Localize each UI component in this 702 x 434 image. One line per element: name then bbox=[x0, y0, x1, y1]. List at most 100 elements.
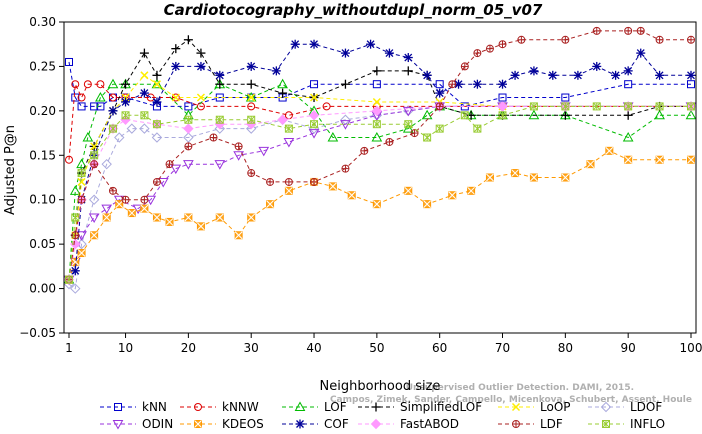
data-point-inflo bbox=[215, 115, 224, 124]
data-point-ldof bbox=[245, 123, 257, 134]
data-point-kdeos bbox=[165, 217, 174, 226]
data-point-ldf bbox=[636, 26, 645, 35]
data-point-simplifiedlof bbox=[623, 110, 633, 120]
y-tick-label: 0.00 bbox=[29, 282, 56, 296]
data-point-fastabod bbox=[308, 110, 320, 121]
legend-marker bbox=[294, 401, 306, 411]
y-tick-label: 0.30 bbox=[29, 15, 56, 29]
data-point-fastabod bbox=[497, 101, 508, 112]
data-point-ldf bbox=[460, 62, 469, 71]
data-point-lof bbox=[421, 109, 433, 120]
data-point-odin bbox=[214, 160, 226, 170]
legend-label: KDEOS bbox=[222, 417, 264, 431]
data-point-ldf bbox=[435, 102, 444, 111]
data-point-inflo bbox=[423, 133, 432, 142]
data-point-inflo bbox=[624, 102, 633, 111]
data-point-simplifiedlof bbox=[278, 88, 288, 98]
data-point-ldf bbox=[473, 49, 482, 58]
y-tick-label: 0.10 bbox=[29, 193, 56, 207]
data-point-simplifiedlof bbox=[152, 70, 162, 80]
data-point-ldof bbox=[139, 123, 150, 134]
data-point-kdeos bbox=[247, 213, 256, 222]
data-point-knnw bbox=[65, 155, 73, 164]
data-point-kdeos bbox=[511, 169, 520, 178]
data-point-cof bbox=[548, 70, 558, 80]
data-point-kdeos bbox=[372, 200, 381, 209]
data-point-cof bbox=[309, 39, 319, 49]
legend-label: LDOF bbox=[630, 400, 662, 414]
axes: 1 10 20 30 40 50 60 70 80 90 100 −0.05 0.00 0.05 0.10 0… bbox=[19, 15, 702, 355]
data-point-simplifiedlof bbox=[139, 48, 149, 58]
data-point-cof bbox=[246, 61, 256, 71]
x-axis-label: Neighborhood size bbox=[320, 379, 441, 394]
data-point-loop bbox=[309, 93, 319, 102]
data-point-odin bbox=[183, 160, 194, 170]
data-point-odin bbox=[101, 204, 113, 215]
data-point-cof bbox=[435, 88, 445, 98]
data-point-kdeos bbox=[284, 186, 293, 195]
data-point-cof bbox=[655, 70, 665, 80]
data-point-ldof bbox=[70, 283, 81, 294]
data-point-fastabod bbox=[277, 114, 288, 125]
data-point-inflo bbox=[247, 115, 256, 124]
legend-label: LOF bbox=[324, 400, 347, 414]
y-axis-label: Adjusted P@n bbox=[3, 125, 18, 215]
data-point-cof bbox=[196, 61, 206, 71]
data-point-inflo bbox=[77, 169, 86, 178]
data-point-inflo bbox=[473, 124, 482, 133]
data-point-loop bbox=[171, 93, 180, 102]
data-point-inflo bbox=[65, 275, 73, 284]
data-point-simplifiedlof bbox=[372, 66, 382, 76]
data-point-inflo bbox=[310, 120, 319, 129]
data-point-odin bbox=[308, 129, 320, 139]
data-point-knnw bbox=[77, 93, 86, 102]
data-point-kdeos bbox=[102, 213, 111, 222]
data-point-kdeos bbox=[423, 200, 432, 209]
data-point-odin bbox=[157, 177, 169, 188]
data-point-simplifiedlof bbox=[183, 35, 193, 45]
legend-label: INFLO bbox=[630, 417, 665, 431]
data-point-ldf bbox=[310, 177, 319, 186]
data-point-kdeos bbox=[215, 213, 224, 222]
data-point-simplifiedlof bbox=[560, 110, 570, 120]
data-point-fastabod bbox=[371, 105, 383, 117]
legend-item-cof: COF bbox=[282, 417, 349, 431]
data-point-ldf bbox=[77, 195, 86, 204]
plot-area bbox=[63, 26, 697, 294]
y-tick-label: 0.20 bbox=[29, 104, 56, 118]
data-point-inflo bbox=[498, 111, 507, 120]
legend-label: kNN bbox=[142, 400, 167, 414]
data-point-cof bbox=[121, 97, 131, 107]
data-point-lof bbox=[277, 78, 288, 89]
data-point-ldof bbox=[151, 132, 163, 143]
data-point-knnw bbox=[146, 93, 155, 102]
data-point-cof bbox=[384, 48, 394, 58]
data-point-odin bbox=[76, 231, 87, 241]
data-point-inflo bbox=[435, 124, 444, 133]
legend-item-fastabod: FastABOD bbox=[358, 417, 459, 431]
data-point-knn bbox=[372, 80, 381, 89]
data-point-fastabod bbox=[183, 123, 194, 134]
data-point-cof bbox=[686, 70, 696, 80]
data-point-knn bbox=[96, 102, 105, 111]
legend-item-ldf: LDF bbox=[498, 417, 563, 431]
data-point-inflo bbox=[529, 102, 538, 111]
data-point-ldf bbox=[624, 26, 633, 35]
data-point-lof bbox=[107, 78, 119, 89]
data-point-ldf bbox=[448, 80, 457, 89]
data-point-lof bbox=[69, 185, 81, 195]
data-point-simplifiedlof bbox=[171, 44, 181, 54]
legend-marker bbox=[194, 403, 202, 411]
data-point-ldof bbox=[88, 194, 100, 205]
data-point-cof bbox=[611, 70, 621, 80]
legend-item-knnw: kNNW bbox=[180, 400, 259, 414]
data-point-cof bbox=[529, 66, 539, 76]
data-point-kdeos bbox=[90, 231, 99, 240]
data-point-inflo bbox=[460, 111, 469, 120]
data-point-kdeos bbox=[485, 173, 494, 182]
x-tick-label: 1 bbox=[65, 341, 73, 355]
series-odin bbox=[63, 102, 697, 286]
watermark-line-1: Campos, Zimek, Sander, Campello, Micenko… bbox=[330, 395, 692, 405]
legend-label: kNNW bbox=[222, 400, 259, 414]
